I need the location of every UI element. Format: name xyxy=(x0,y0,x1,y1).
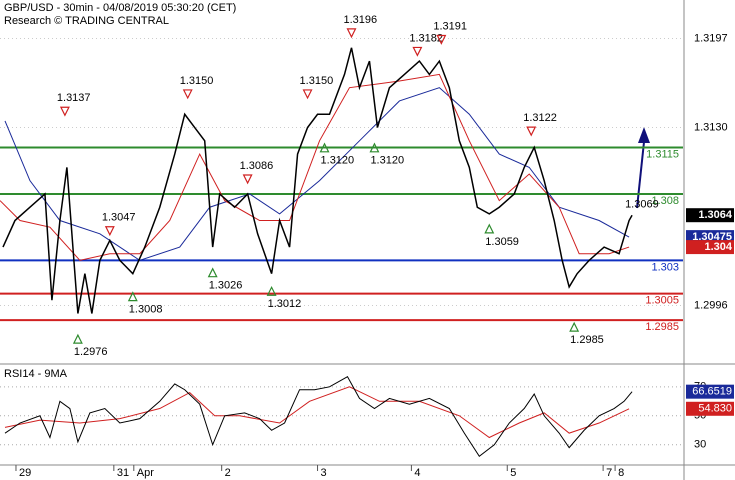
high-label: 1.3122 xyxy=(523,112,557,124)
x-tick-label: 7 xyxy=(606,467,612,479)
y-tick-label: 1.2996 xyxy=(694,299,728,311)
high-marker xyxy=(302,89,313,100)
x-tick-label: 4 xyxy=(414,467,420,479)
x-tick-label: 31 xyxy=(117,467,129,479)
forecast-arrow-head xyxy=(638,127,650,143)
high-marker xyxy=(104,226,115,237)
high-marker xyxy=(59,106,70,117)
high-label: 1.3196 xyxy=(343,14,377,26)
chart-title: GBP/USD - 30min - 04/08/2019 05:30:20 (C… xyxy=(4,2,236,14)
rsi-line xyxy=(4,376,633,458)
low-marker xyxy=(569,321,580,332)
low-label: 1.3120 xyxy=(321,155,355,167)
rsi-last-box xyxy=(686,401,734,416)
low-marker xyxy=(266,285,277,296)
x-tick-label: Apr xyxy=(137,467,154,479)
level-label: 1.303 xyxy=(651,261,679,273)
last-value-label: 1.304 xyxy=(704,241,732,253)
high-label: 1.3047 xyxy=(102,212,136,224)
rsi-last-label: 54.830 xyxy=(698,403,732,415)
x-tick-label: 2 xyxy=(225,467,231,479)
high-label: 1.3086 xyxy=(240,160,274,172)
level-label: 1.3115 xyxy=(646,148,679,160)
last-value-label: 1.30475 xyxy=(692,231,732,243)
y-tick-label: 1.3197 xyxy=(694,32,728,44)
last-value-box xyxy=(686,240,734,255)
low-marker xyxy=(207,267,218,278)
high-label: 1.3150 xyxy=(180,75,214,87)
high-marker xyxy=(346,28,357,39)
high-marker xyxy=(436,34,447,45)
high-label: 1.3137 xyxy=(57,92,91,104)
last-value-box xyxy=(686,208,734,223)
rsi-ma-line xyxy=(4,386,630,439)
last-value-label: 1.3064 xyxy=(698,209,733,221)
high-label: 1.3182 xyxy=(409,32,443,44)
ma-fast-line xyxy=(0,73,630,261)
low-label: 1.2976 xyxy=(74,346,108,358)
rsi-last-label: 66.6519 xyxy=(692,386,732,398)
high-marker xyxy=(412,46,423,57)
level-label: 1.2985 xyxy=(645,321,679,333)
low-label: 1.3008 xyxy=(129,304,163,316)
x-tick-label: 29 xyxy=(19,467,31,479)
x-tick-label: 5 xyxy=(510,467,516,479)
rsi-last-box xyxy=(686,384,734,399)
x-tick-label: 8 xyxy=(618,467,624,479)
price-line xyxy=(2,47,633,314)
low-marker xyxy=(484,223,495,234)
rsi-tick-label: 30 xyxy=(694,439,706,451)
low-label: 1.3026 xyxy=(209,280,243,292)
y-tick-label: 1.3130 xyxy=(694,121,728,133)
low-label: 1.3120 xyxy=(370,155,404,167)
low-marker xyxy=(127,291,138,302)
low-label: 1.2985 xyxy=(570,334,604,346)
forecast-arrow xyxy=(636,141,645,209)
level-label: 1.3005 xyxy=(645,294,679,306)
level-label: 1.308 xyxy=(651,195,679,207)
high-marker xyxy=(182,89,193,100)
low-label: 1.3012 xyxy=(268,298,302,310)
chart-subtitle: Research © TRADING CENTRAL xyxy=(4,15,169,27)
low-label: 1.3059 xyxy=(485,236,519,248)
rsi-title: RSI14 - 9MA xyxy=(4,368,68,380)
x-tick-label: 3 xyxy=(321,467,327,479)
high-label: 1.3191 xyxy=(433,20,467,32)
forecast-label: 1.3069 xyxy=(625,198,659,210)
low-marker xyxy=(72,333,83,344)
high-marker xyxy=(242,174,253,185)
low-marker xyxy=(319,142,330,153)
low-marker xyxy=(369,142,380,153)
ma-slow-line xyxy=(4,87,630,261)
high-label: 1.3150 xyxy=(300,75,334,87)
high-marker xyxy=(526,126,537,137)
